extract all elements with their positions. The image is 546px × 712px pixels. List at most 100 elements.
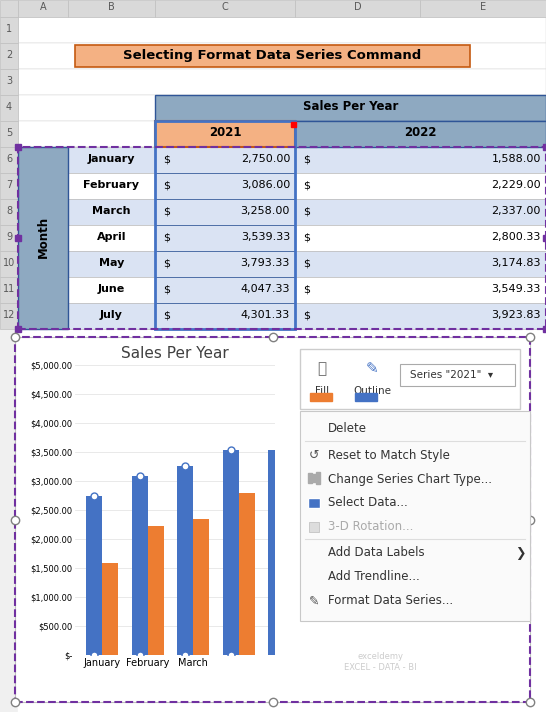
Text: April: April (97, 232, 126, 242)
Bar (0, 17, 18, 43)
Text: D: D (354, 3, 361, 13)
Text: Series "2021"  ▾: Series "2021" ▾ (411, 370, 494, 380)
Bar (15, 337, 530, 702)
Text: Change Series Chart Type...: Change Series Chart Type... (328, 473, 492, 486)
Text: ✊: ✊ (317, 362, 327, 377)
Text: ❯: ❯ (515, 547, 525, 560)
Bar (0, 69, 18, 95)
Bar (302, 589, 528, 613)
Text: A: A (40, 3, 46, 13)
Bar (177, 466, 193, 655)
Text: $: $ (303, 206, 310, 216)
Bar (310, 393, 332, 401)
Bar (68, 277, 155, 303)
Text: Add Trendline...: Add Trendline... (328, 570, 420, 584)
Bar (300, 411, 530, 621)
Bar (355, 393, 377, 401)
Bar (316, 472, 320, 484)
Bar (18, 147, 68, 329)
Text: $: $ (303, 310, 310, 320)
Bar (68, 251, 155, 277)
Text: 1: 1 (6, 24, 12, 34)
Bar (155, 95, 546, 121)
Text: Add Data Labels: Add Data Labels (328, 547, 425, 560)
Bar (291, 122, 296, 127)
Bar (0, 95, 18, 121)
Text: 10: 10 (3, 258, 15, 268)
Bar (0, 251, 18, 277)
Bar (18, 173, 546, 199)
Bar (420, 427, 436, 655)
Bar (400, 364, 515, 386)
Text: 2,337.00: 2,337.00 (491, 206, 541, 216)
Text: $: $ (163, 310, 170, 320)
Text: $: $ (163, 284, 170, 294)
Text: Sales Per Year: Sales Per Year (303, 100, 398, 113)
Bar (295, 251, 546, 277)
Bar (239, 493, 254, 655)
Bar (223, 450, 239, 655)
Bar (155, 199, 295, 225)
Text: 4: 4 (6, 102, 12, 112)
Text: 4,301.33: 4,301.33 (241, 310, 290, 320)
Bar (268, 450, 284, 655)
Text: Format Data Series...: Format Data Series... (328, 595, 453, 607)
Text: 2: 2 (6, 50, 12, 60)
Bar (18, 199, 546, 225)
Bar (18, 277, 546, 303)
Bar (155, 0, 295, 17)
Text: 3-D Rotation...: 3-D Rotation... (328, 520, 413, 533)
Bar (295, 173, 546, 199)
Bar (295, 121, 546, 147)
Text: $: $ (303, 258, 310, 268)
Bar (330, 471, 346, 655)
Text: 2021: 2021 (209, 127, 241, 140)
Text: ↺: ↺ (308, 449, 319, 461)
Text: 2,229.00: 2,229.00 (491, 180, 541, 190)
Bar (15, 337, 530, 702)
Bar (308, 498, 320, 508)
Text: 3,086.00: 3,086.00 (241, 180, 290, 190)
Bar (68, 225, 155, 251)
Text: February: February (84, 180, 139, 190)
Text: 2,750.00: 2,750.00 (241, 154, 290, 164)
Text: June: June (98, 284, 125, 294)
Text: Delete: Delete (328, 422, 367, 436)
Text: 1,588.00: 1,588.00 (491, 154, 541, 164)
Bar (68, 303, 155, 329)
Bar (0, 199, 18, 225)
Text: Select Data...: Select Data... (328, 496, 408, 510)
Text: 4,047.33: 4,047.33 (240, 284, 290, 294)
Text: 3,793.33: 3,793.33 (241, 258, 290, 268)
Bar (295, 225, 546, 251)
Text: $: $ (163, 232, 170, 242)
Bar (132, 476, 148, 655)
Bar (155, 173, 295, 199)
Text: July: July (100, 310, 123, 320)
Text: exceldemy
EXCEL - DATA - BI: exceldemy EXCEL - DATA - BI (343, 652, 416, 671)
Text: Month: Month (37, 216, 50, 258)
Text: $: $ (163, 180, 170, 190)
Bar (18, 17, 546, 43)
Text: 5: 5 (6, 128, 12, 138)
Bar (405, 406, 420, 655)
Text: 3,174.83: 3,174.83 (491, 258, 541, 268)
Text: 9: 9 (6, 232, 12, 242)
Text: $: $ (163, 206, 170, 216)
Text: Selecting Format Data Series Command: Selecting Format Data Series Command (123, 48, 422, 61)
Text: 8: 8 (6, 206, 12, 216)
Text: 3: 3 (6, 76, 12, 86)
Bar (375, 449, 391, 655)
Bar (295, 199, 546, 225)
Bar (0, 147, 18, 173)
Bar (0, 173, 18, 199)
Bar (18, 69, 546, 95)
Bar (102, 563, 118, 655)
Text: 12: 12 (3, 310, 15, 320)
Bar (295, 303, 546, 329)
Bar (0, 277, 18, 303)
Text: $: $ (303, 154, 310, 164)
Bar (148, 525, 164, 655)
Bar (309, 522, 319, 532)
Bar (312, 474, 316, 482)
